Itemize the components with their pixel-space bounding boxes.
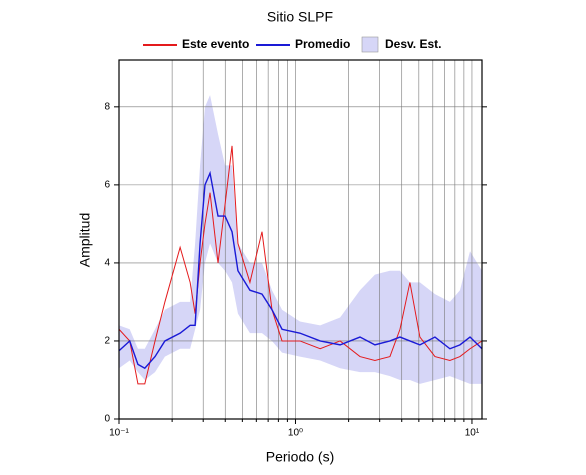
x-tick-label: 10⁻¹ — [109, 428, 129, 439]
y-tick-label: 6 — [104, 180, 110, 191]
y-tick-label: 4 — [104, 258, 110, 269]
y-tick-label: 0 — [104, 414, 110, 425]
chart-title: Sitio SLPF — [267, 9, 333, 25]
plot-frame — [118, 59, 483, 420]
series-line — [118, 170, 483, 370]
legend-label: Este evento — [182, 37, 249, 51]
legend-label: Desv. Est. — [385, 37, 441, 51]
y-tick-label: 2 — [104, 336, 110, 347]
series-line — [118, 145, 483, 385]
x-tick-label: 10⁰ — [288, 428, 303, 439]
legend-label: Promedio — [295, 37, 350, 51]
std-band — [119, 95, 482, 384]
y-tick-label: 8 — [104, 101, 110, 112]
x-axis-label: Periodo (s) — [266, 449, 334, 465]
y-axis-label: Amplitud — [77, 213, 93, 267]
legend-swatch — [361, 36, 379, 53]
x-tick-label: 10¹ — [465, 428, 480, 439]
